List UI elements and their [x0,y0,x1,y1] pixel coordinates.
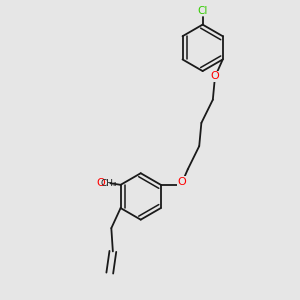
Text: O: O [211,71,219,82]
Text: CH₃: CH₃ [100,179,117,188]
Text: O: O [96,178,105,188]
Text: Cl: Cl [197,6,208,16]
Text: O: O [178,177,187,187]
